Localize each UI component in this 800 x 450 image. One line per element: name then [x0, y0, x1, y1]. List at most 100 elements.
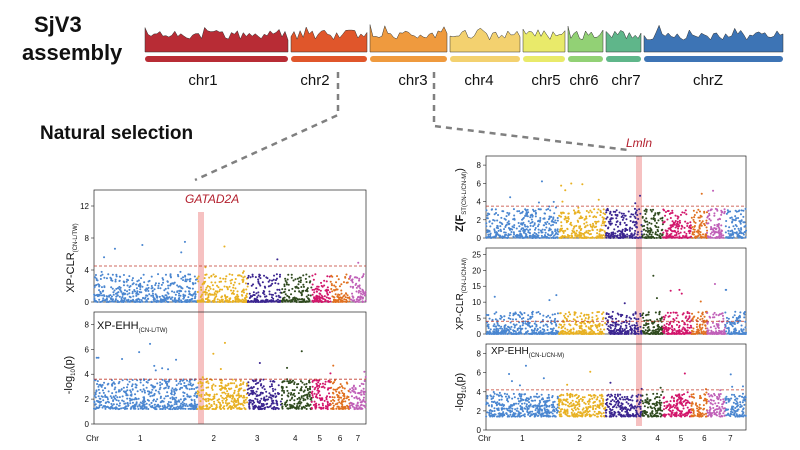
- right-fst-plot-ytick-2: 4: [477, 198, 482, 207]
- right-xpclr-plot-points-chr2: [557, 311, 607, 335]
- left-xpclr-plot-points-chr4: [280, 273, 313, 303]
- right-fst-plot-ytick-4: 8: [477, 161, 482, 170]
- right-xpehh-plot-ytick-3: 6: [477, 369, 482, 378]
- right-xpclr-plot-points-chr1: [485, 294, 560, 335]
- right-xpehh-plot-points-chr5: [662, 372, 693, 418]
- left-bottom-label: XP-EHH(CN-L/TW): [97, 320, 168, 334]
- left-xpehh-plot-ytick-3: 6: [85, 345, 90, 354]
- right-fst-plot-points-chr7: [706, 189, 726, 239]
- chromosome-label-chr5: chr5: [531, 72, 560, 89]
- right-xpehh-plot-points-chr1: [485, 364, 559, 418]
- right-fst-plot-points-chr8: [724, 207, 748, 239]
- right-fst-plot-points-chr6: [690, 192, 709, 239]
- ideogram-density-chr1: [144, 26, 289, 53]
- right-xpclr-plot-points-chr7: [706, 283, 727, 335]
- right-xtick-chr7: 7: [728, 434, 733, 443]
- chromosome-label-chr2: chr2: [300, 72, 329, 89]
- ideogram-bar-chr3: [370, 56, 447, 62]
- ideogram-density-chr6: [567, 26, 604, 53]
- ideogram-bar-chr7: [606, 56, 641, 62]
- right-fst-plot-frame: [485, 155, 747, 239]
- right-xpclr-plot-points-chr4: [641, 274, 664, 335]
- ideogram-bar-chr4: [450, 56, 520, 62]
- chromosome-label-chr4: chr4: [464, 72, 493, 89]
- right-xpclr-plot-ytick-3: 15: [472, 282, 481, 291]
- left-xpehh-plot: 0 2 4 6 8: [85, 311, 367, 429]
- right-fst-plot-points-chr1: [485, 180, 560, 239]
- left-xpclr-plot-ytick-3: 12: [80, 202, 89, 211]
- right-xtick-chr4: 4: [655, 434, 660, 443]
- left-gene-label: GATAD2A: [185, 192, 239, 206]
- right-xpclr-plot-ytick-1: 5: [477, 314, 482, 323]
- left-xtick-chr5: 5: [318, 434, 323, 443]
- right-xtick-chr2: 2: [577, 434, 582, 443]
- ideogram-bar-chr2: [291, 56, 367, 62]
- left-xpclr-plot-points-chr3: [246, 258, 282, 303]
- right-bottom-label: XP-EHH(CN-L/CN-M): [491, 346, 564, 359]
- left-xpclr-plot-points-chr6: [329, 273, 351, 303]
- ideogram-density-chr7: [605, 30, 642, 53]
- chromosome-label-chr7: chr7: [611, 72, 640, 89]
- ideogram-bar-chr1: [145, 56, 288, 62]
- right-xpehh-plot-ytick-1: 2: [477, 407, 482, 416]
- right-xpehh-plot-points-chr2: [557, 370, 607, 418]
- left-xtick-chr4: 4: [293, 434, 298, 443]
- right-xpehh-plot-points-chr4: [641, 386, 664, 418]
- section-title: Natural selection: [40, 123, 193, 144]
- left-xpclr-plot-points-chr5: [311, 273, 332, 303]
- right-gene-label: Lmln: [626, 136, 652, 150]
- right-fst-plot-points-chr5: [662, 208, 693, 239]
- left-xpehh-plot-points-chr7: [348, 370, 367, 411]
- left-xpehh-plot-points-chr5: [310, 372, 332, 411]
- chromosome-label-chr3: chr3: [398, 72, 427, 89]
- chromosome-label-chrZ: chrZ: [693, 72, 723, 89]
- left-top-ylabel: XP-CLR(CN-L/TW): [65, 223, 79, 292]
- left-xpehh-plot-ytick-4: 8: [85, 320, 90, 329]
- right-xpclr-plot-points-chr5: [661, 288, 693, 335]
- left-xpehh-plot-points-chr1: [93, 342, 199, 411]
- right-fst-plot-points-chr2: [558, 182, 607, 239]
- assembly-title-line1: SjV3: [34, 12, 82, 37]
- right-fst-plot-points-chr4: [641, 208, 664, 239]
- right-xpehh-plot: 0 2 4 6 8: [477, 343, 747, 435]
- left-xpclr-plot-points-chr1: [93, 240, 198, 303]
- right-xpclr-plot-ytick-5: 25: [472, 250, 481, 259]
- left-xtick-chr7: 7: [356, 434, 361, 443]
- left-xpehh-plot-points-chr2: [196, 341, 249, 411]
- ideogram-bar-chr6: [568, 56, 603, 62]
- ideogram-density-chr5: [522, 28, 566, 53]
- left-xpclr-plot: 0 4 8 12: [80, 189, 367, 307]
- chromosome-ideogram: chr1 chr2 chr3 chr4 chr5 chr6 chr7 chrZ: [144, 24, 784, 89]
- right-xpehh-plot-points-chr7: [706, 389, 726, 418]
- right-fst-plot-ytick-1: 2: [477, 216, 482, 225]
- chromosome-label-chr6: chr6: [569, 72, 598, 89]
- right-xpclr-plot-points-chr3: [604, 302, 643, 335]
- right-xpclr-plot-ytick-0: 0: [477, 330, 482, 339]
- left-xtick-chr2: 2: [211, 434, 216, 443]
- right-manhattan-panel: Lmln Z(FST(CN-L/CN-M)) XP-CLR(CN-L/CN-M)…: [454, 136, 748, 443]
- ideogram-bar-chrZ: [644, 56, 783, 62]
- left-x-prefix: Chr: [86, 434, 99, 443]
- right-bottom-ylabel: -log10(p): [454, 373, 468, 411]
- assembly-title-line2: assembly: [22, 40, 123, 65]
- right-xpehh-plot-points-chr8: [724, 373, 747, 418]
- left-xpclr-plot-ytick-1: 4: [85, 266, 90, 275]
- left-xpclr-plot-points-chr2: [196, 245, 249, 303]
- ideogram-density-chr2: [290, 26, 368, 53]
- left-xpehh-plot-ytick-0: 0: [85, 420, 90, 429]
- ideogram-density-chr3: [369, 24, 448, 53]
- right-highlight-band: [636, 156, 642, 426]
- left-manhattan-panel: GATAD2A XP-CLR(CN-L/TW) XP-EHH(CN-L/TW) …: [63, 189, 367, 443]
- right-fst-plot: 0 2 4 6 8: [477, 155, 748, 243]
- right-x-prefix: Chr: [478, 434, 491, 443]
- right-xpclr-plot-points-chr6: [690, 300, 708, 335]
- right-xpclr-plot-points-chr8: [724, 288, 747, 335]
- left-xpehh-plot-ytick-1: 2: [85, 395, 90, 404]
- right-mid-ylabel: XP-CLR(CN-L/CN-M): [455, 258, 468, 330]
- right-xtick-chr5: 5: [679, 434, 684, 443]
- right-xpehh-plot-ytick-0: 0: [477, 426, 482, 435]
- right-xpehh-plot-ytick-2: 4: [477, 388, 482, 397]
- right-xpclr-plot-ytick-2: 10: [472, 298, 481, 307]
- right-xtick-chr1: 1: [520, 434, 525, 443]
